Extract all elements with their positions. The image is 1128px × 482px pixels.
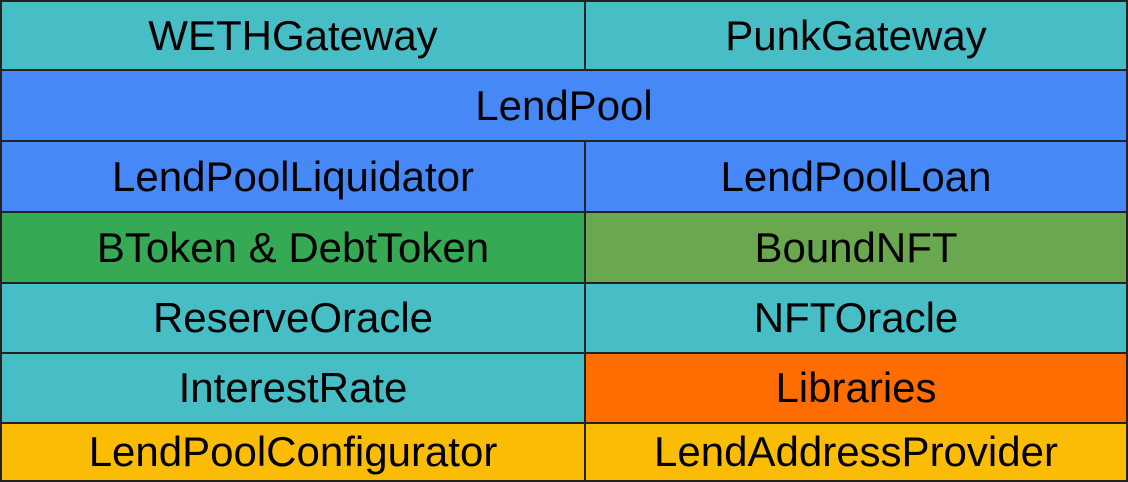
block-interestrate: InterestRate [2, 354, 584, 422]
block-boundnft: BoundNFT [586, 213, 1126, 282]
block-wethgateway: WETHGateway [2, 2, 584, 69]
block-lendaddressprovider: LendAddressProvider [586, 424, 1126, 480]
block-reserveoracle: ReserveOracle [2, 284, 584, 352]
block-btoken-debttoken: BToken & DebtToken [2, 213, 584, 282]
block-lendpoolloan: LendPoolLoan [586, 142, 1126, 211]
block-punkgateway: PunkGateway [586, 2, 1126, 69]
block-lendpoolliquidator: LendPoolLiquidator [2, 142, 584, 211]
block-libraries: Libraries [586, 354, 1126, 422]
block-lendpoolconfigurator: LendPoolConfigurator [2, 424, 584, 480]
block-nftoracle: NFTOracle [586, 284, 1126, 352]
block-lendpool: LendPool [2, 71, 1126, 140]
